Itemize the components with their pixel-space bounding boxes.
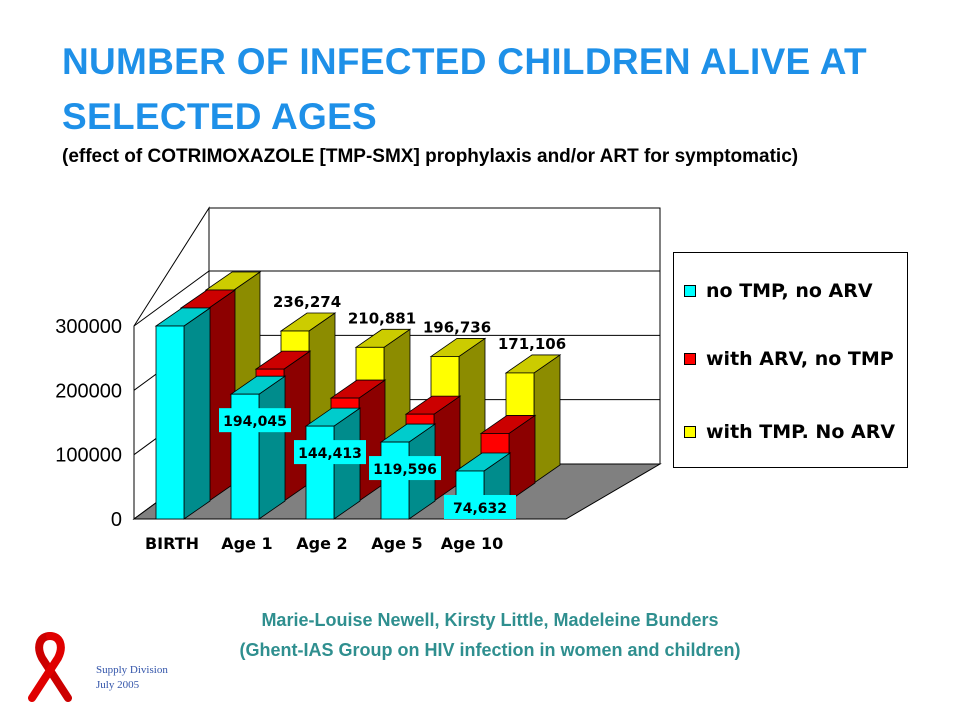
bar-cyan-0-side	[183, 307, 211, 520]
data-label-yellow: 196,736	[423, 318, 491, 336]
y-tick-label: 0	[111, 509, 122, 531]
x-tick-label: Age 5	[371, 534, 422, 553]
data-label-cyan: 144,413	[298, 446, 362, 462]
credit-authors: Marie-Louise Newell, Kirsty Little, Made…	[261, 610, 719, 630]
data-label-box	[219, 408, 291, 433]
credit-group: (Ghent-IAS Group on HIV infection in wom…	[239, 640, 741, 660]
legend-label: no TMP, no ARV	[706, 280, 873, 302]
data-label-box	[369, 456, 441, 481]
y-tick-label: 300000	[55, 316, 122, 338]
data-label-cyan: 74,632	[453, 501, 507, 517]
legend-item-with-tmp-no-arv: with TMP. No ARV	[684, 421, 895, 443]
data-label-box	[294, 440, 366, 465]
bar-chart: 0 100000 200000 300000 BIRTH Age 1 Age 2 Age 5 A…	[55, 206, 662, 553]
x-tick-label: Age 10	[441, 534, 504, 553]
legend-label: with TMP. No ARV	[706, 421, 896, 443]
chart-legend: no TMP, no ARV with ARV, no TMP with TMP…	[673, 252, 908, 468]
bar-cyan-2	[305, 425, 335, 520]
x-tick-label: Age 2	[296, 534, 347, 553]
page-subtitle: (effect of COTRIMOXAZOLE [TMP-SMX] proph…	[62, 146, 799, 167]
gridline	[133, 270, 660, 327]
legend-swatch-red	[684, 353, 696, 365]
bar-cyan-3	[380, 441, 410, 520]
legend-swatch-yellow	[684, 426, 696, 438]
data-label-cyan: 119,596	[373, 462, 437, 478]
legend-swatch-cyan	[684, 285, 696, 297]
bar-cyan-0	[155, 325, 185, 520]
legend-item-no-tmp-no-arv: no TMP, no ARV	[684, 280, 873, 302]
y-tick-label: 200000	[55, 380, 122, 402]
footer-date: July 2005	[96, 679, 140, 691]
data-label-box	[444, 494, 516, 519]
legend-label: with ARV, no TMP	[706, 348, 894, 370]
data-label-yellow: 210,881	[348, 309, 416, 327]
x-tick-label: BIRTH	[145, 534, 199, 553]
x-tick-label: Age 1	[221, 534, 272, 553]
red-ribbon-icon	[28, 632, 72, 702]
bar-cyan-1-side	[258, 375, 286, 520]
data-label-yellow: 171,106	[498, 335, 566, 353]
y-tick-label: 100000	[55, 445, 122, 467]
page-title: NUMBER OF INFECTED CHILDREN ALIVE AT SEL…	[62, 41, 867, 137]
data-label-cyan: 194,045	[223, 414, 287, 430]
data-label-yellow: 236,274	[273, 293, 341, 311]
bar-yellow-4-side	[533, 354, 561, 484]
legend-item-with-arv-no-tmp: with ARV, no TMP	[684, 348, 894, 370]
footer-division: Supply Division	[96, 664, 168, 676]
